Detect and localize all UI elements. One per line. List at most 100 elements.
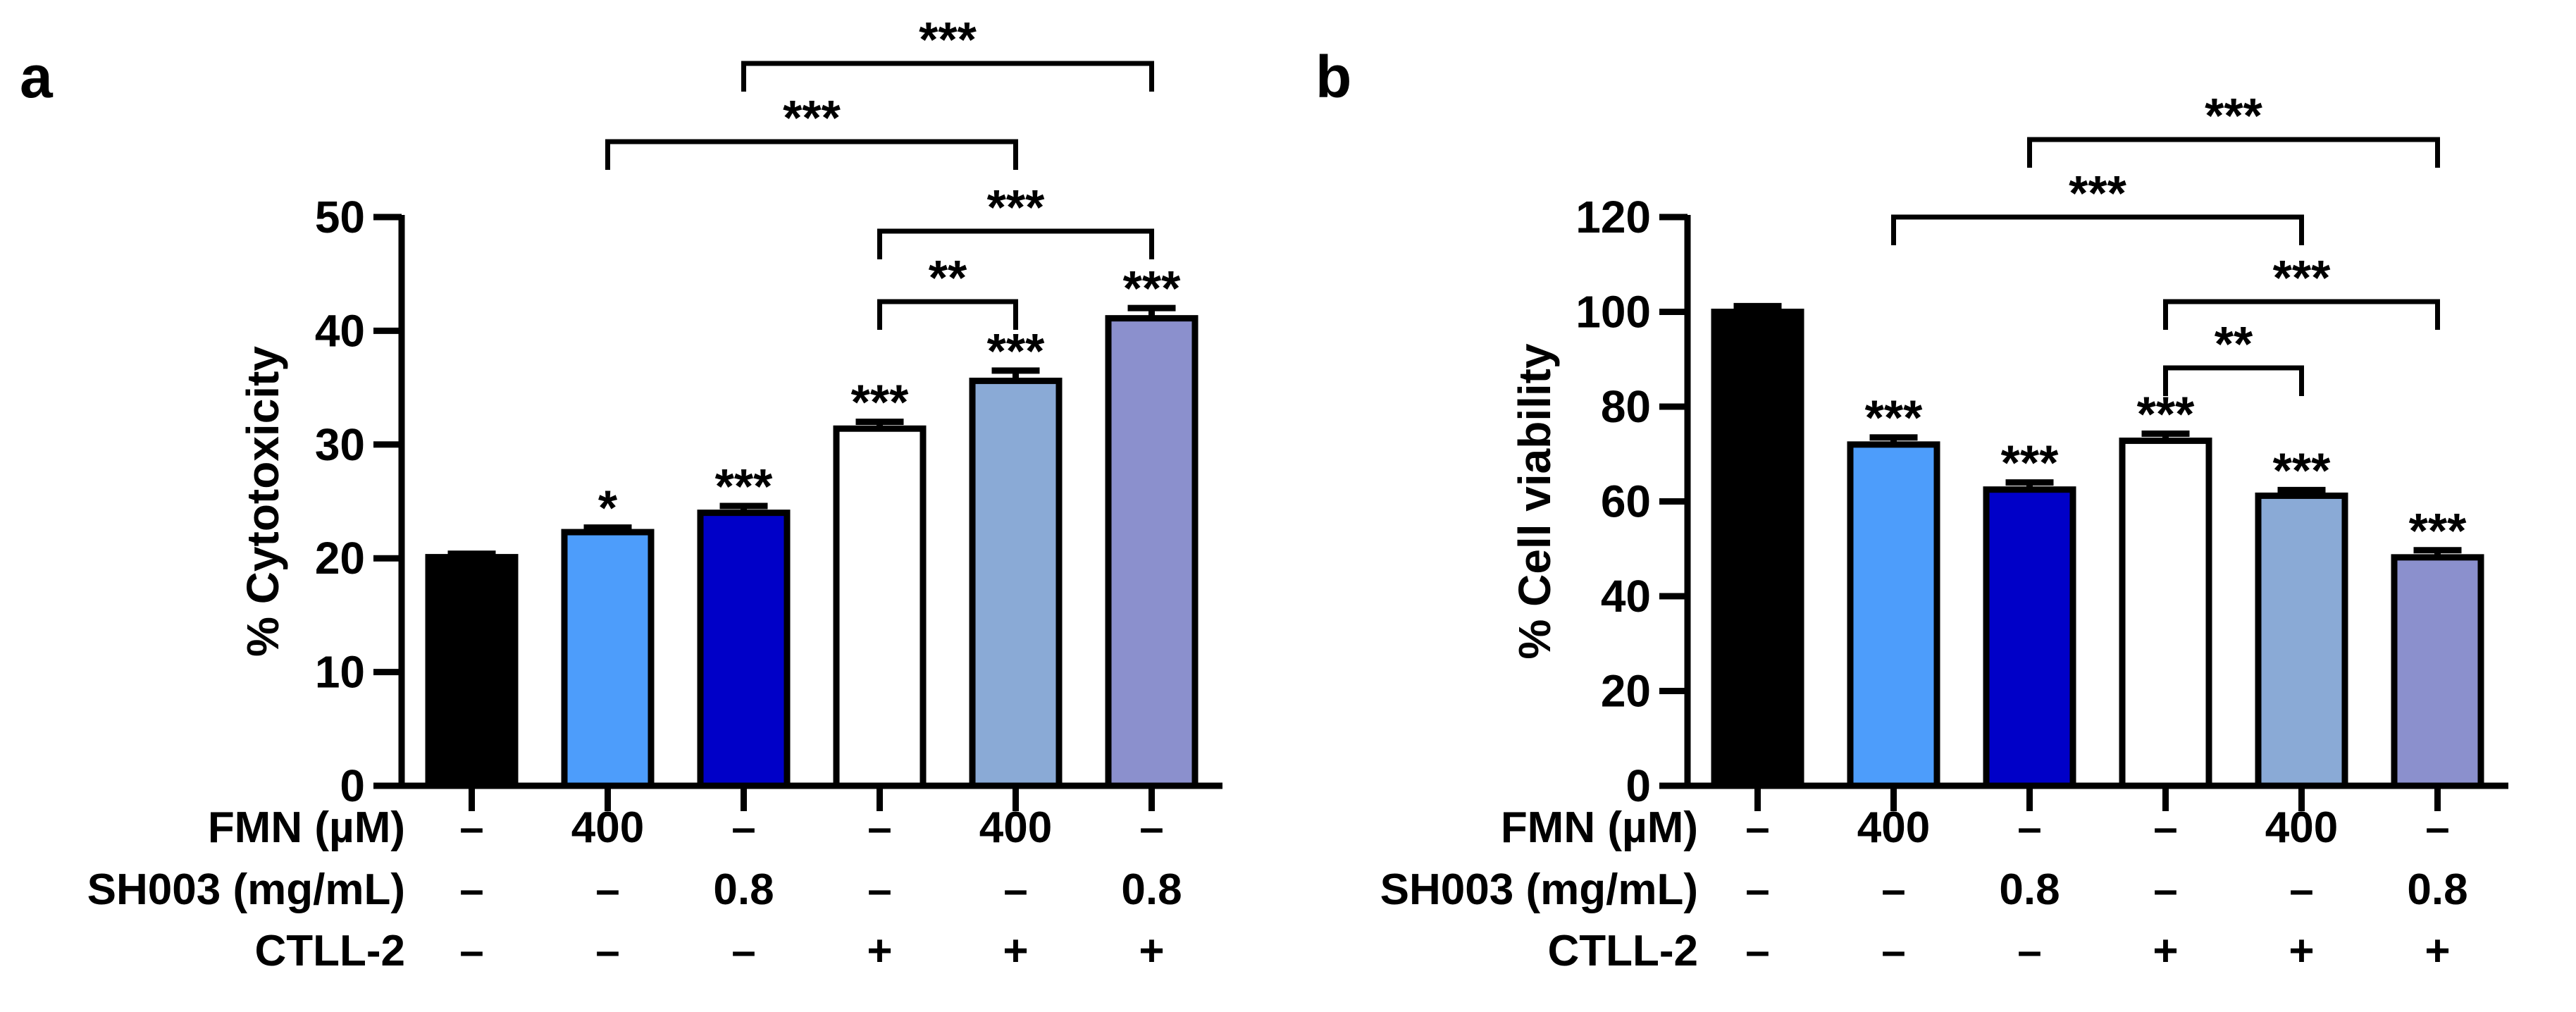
panel-b: b% Cell viability020406080100120********… xyxy=(1315,44,2508,975)
panel-label: b xyxy=(1315,44,1351,110)
bar xyxy=(1847,441,1940,789)
bracket-significance-label: *** xyxy=(783,90,841,145)
condition-cell: – xyxy=(2153,803,2177,852)
condition-cell: – xyxy=(595,927,619,975)
condition-cell: + xyxy=(2425,927,2450,975)
condition-cell: + xyxy=(2289,927,2314,975)
bar xyxy=(561,529,655,789)
condition-cell: 400 xyxy=(1857,803,1930,852)
y-tick-label: 20 xyxy=(1601,666,1651,717)
condition-row-label: SH003 (mg/mL) xyxy=(87,865,405,914)
significance-label: *** xyxy=(851,375,909,430)
y-tick-label: 20 xyxy=(315,533,365,584)
significance-label: *** xyxy=(2273,443,2331,498)
condition-cell: + xyxy=(2153,927,2178,975)
condition-cell: – xyxy=(459,865,483,914)
significance-label: *** xyxy=(1123,261,1181,316)
y-tick-label: 0 xyxy=(1626,760,1651,811)
condition-cell: – xyxy=(1881,865,1905,914)
condition-cell: – xyxy=(459,803,483,852)
y-tick-label: 30 xyxy=(315,419,365,470)
y-tick-label: 40 xyxy=(1601,571,1651,622)
y-tick-label: 40 xyxy=(315,305,365,356)
bracket-significance-label: ** xyxy=(2215,316,2253,371)
bracket-significance-label: *** xyxy=(2069,166,2126,221)
condition-cell: – xyxy=(1745,803,1769,852)
condition-cell: 0.8 xyxy=(2407,865,2467,914)
comparison-bracket xyxy=(877,299,1018,330)
condition-cell: + xyxy=(1139,927,1164,975)
condition-cell: + xyxy=(1003,927,1028,975)
condition-row-label: CTLL-2 xyxy=(254,927,405,975)
y-tick-label: 80 xyxy=(1601,381,1651,432)
condition-cell: – xyxy=(2017,803,2041,852)
bar xyxy=(2255,492,2348,789)
comparison-bracket xyxy=(605,139,1018,170)
condition-cell: – xyxy=(595,865,619,914)
significance-label: *** xyxy=(987,323,1045,378)
bar xyxy=(2391,554,2484,789)
comparison-bracket xyxy=(2027,137,2440,168)
bracket-significance-label: *** xyxy=(919,12,977,67)
condition-cell: – xyxy=(1003,865,1027,914)
panel-label: a xyxy=(20,44,54,110)
comparison-bracket xyxy=(2163,299,2440,330)
condition-cell: – xyxy=(459,927,483,975)
condition-cell: – xyxy=(731,927,755,975)
y-tick-label: 10 xyxy=(315,647,365,698)
y-tick-label: 100 xyxy=(1575,287,1651,338)
condition-cell: – xyxy=(2289,865,2313,914)
condition-cell: 400 xyxy=(571,803,644,852)
condition-cell: 0.8 xyxy=(1999,865,2060,914)
condition-row-label: SH003 (mg/mL) xyxy=(1380,865,1698,914)
comparison-bracket xyxy=(1891,214,2304,245)
condition-cell: – xyxy=(1745,927,1769,975)
significance-label: *** xyxy=(715,459,773,514)
comparison-bracket xyxy=(877,228,1154,259)
bracket-significance-label: *** xyxy=(2205,88,2262,143)
bracket-significance-label: *** xyxy=(987,180,1045,235)
comparison-bracket xyxy=(741,61,1154,92)
y-tick-label: 120 xyxy=(1575,192,1651,242)
condition-cell: 0.8 xyxy=(1121,865,1182,914)
y-axis-label: % Cell viability xyxy=(1509,343,1560,660)
condition-cell: + xyxy=(867,927,892,975)
y-axis-label: % Cytotoxicity xyxy=(237,346,288,657)
condition-row-label: CTLL-2 xyxy=(1547,927,1698,975)
y-tick-label: 60 xyxy=(1601,476,1651,527)
bracket-significance-label: ** xyxy=(929,250,967,305)
significance-label: * xyxy=(598,481,618,536)
condition-cell: 400 xyxy=(979,803,1052,852)
condition-cell: – xyxy=(1881,927,1905,975)
significance-label: *** xyxy=(2409,503,2467,558)
condition-cell: – xyxy=(2017,927,2041,975)
bar xyxy=(1711,309,1804,789)
condition-cell: 0.8 xyxy=(713,865,774,914)
bar xyxy=(833,425,927,789)
bar xyxy=(697,510,791,789)
condition-cell: 400 xyxy=(2265,803,2338,852)
condition-cell: – xyxy=(2153,865,2177,914)
y-tick-label: 50 xyxy=(315,192,365,242)
bar xyxy=(969,377,1063,789)
condition-cell: – xyxy=(867,803,891,852)
bar xyxy=(1983,486,2076,789)
comparison-bracket xyxy=(2163,365,2304,396)
y-tick-label: 0 xyxy=(340,760,365,811)
bar xyxy=(2119,437,2212,789)
condition-cell: – xyxy=(731,803,755,852)
condition-cell: – xyxy=(1745,865,1769,914)
significance-label: *** xyxy=(1865,390,1923,445)
condition-cell: – xyxy=(867,865,891,914)
bar xyxy=(1105,315,1199,789)
condition-cell: – xyxy=(1139,803,1163,852)
bar xyxy=(425,554,519,789)
significance-label: *** xyxy=(2001,436,2059,490)
condition-cell: – xyxy=(2425,803,2449,852)
condition-row-label: FMN (µM) xyxy=(1501,803,1698,852)
bracket-significance-label: *** xyxy=(2273,250,2331,305)
condition-row-label: FMN (µM) xyxy=(208,803,405,852)
